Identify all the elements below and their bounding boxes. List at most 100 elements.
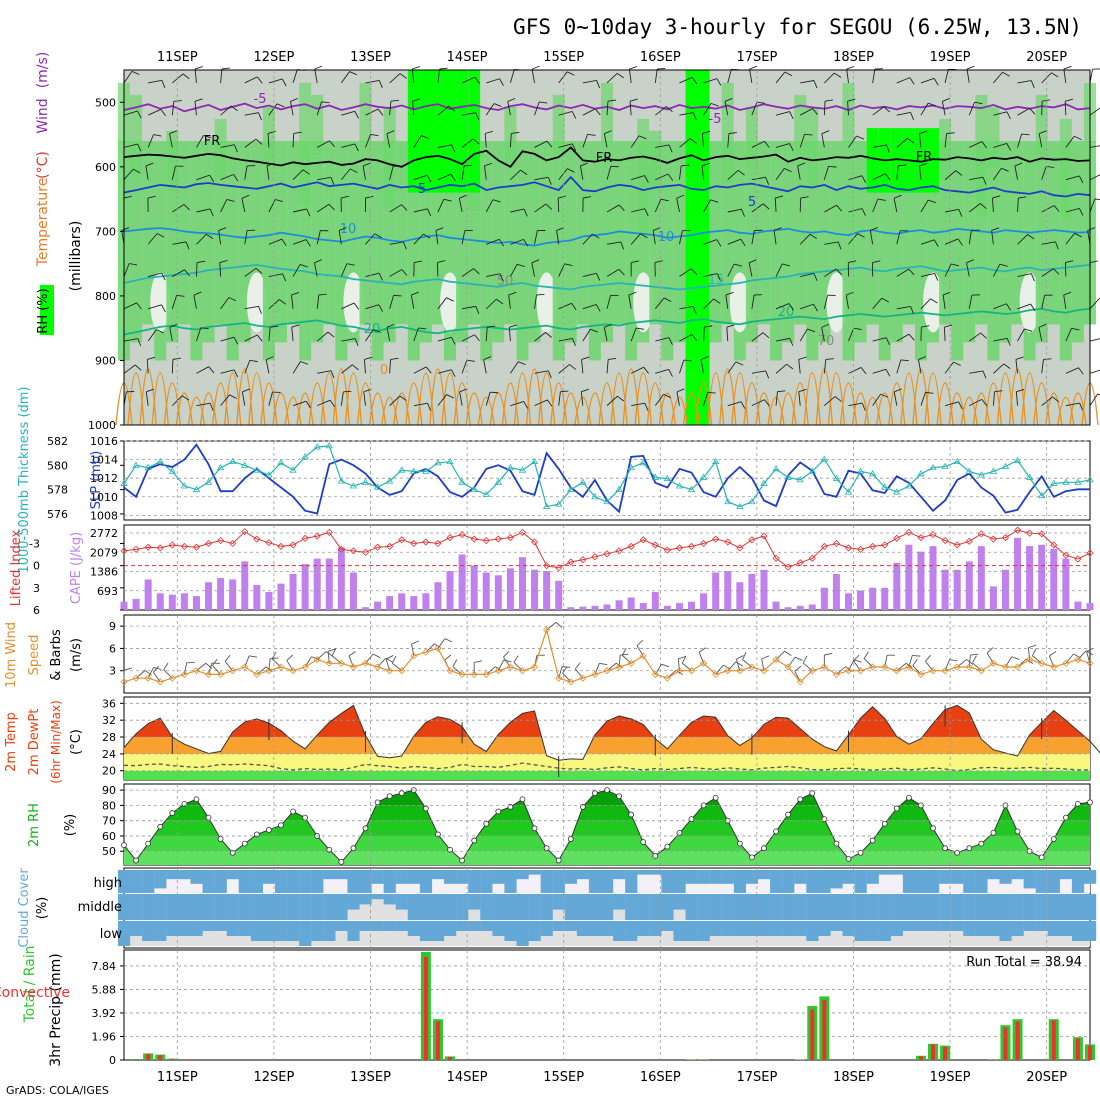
wind-barb-flag (257, 76, 263, 84)
wind-barb-flag (726, 324, 735, 328)
cape-bar (808, 604, 816, 610)
wind-barb-flag (132, 168, 141, 174)
wind-barb (510, 401, 524, 407)
rh2m-unit-label: (%) (63, 814, 78, 837)
cloud-bar (757, 894, 771, 920)
wind-barb-flag (401, 269, 408, 276)
wind-barb (244, 112, 259, 116)
cloud-bar (649, 870, 662, 875)
wind-barb (292, 169, 304, 181)
cape-bar (591, 605, 599, 610)
wind-barb (317, 399, 331, 407)
wind-barb (654, 394, 664, 406)
cape-bar (518, 557, 526, 610)
thickness-point (1025, 473, 1034, 480)
wind-barb-flag (459, 194, 467, 199)
cloud-bar (842, 870, 855, 884)
wind-barb (220, 369, 235, 374)
wind-barb (920, 273, 935, 277)
wind-barb (652, 230, 656, 245)
wind-barb (169, 133, 173, 148)
wind-barb (241, 198, 246, 213)
temp-unit-label: (°C) (69, 729, 84, 755)
rh-green-column (601, 141, 613, 343)
lifted-index-point (325, 528, 333, 536)
wind-barb (582, 304, 597, 310)
surface-wind-barb-flag (599, 662, 608, 666)
wind-speed-point (796, 678, 804, 686)
wind-speed-point (325, 659, 333, 667)
rh-green-column (588, 141, 601, 361)
surface-wind-barb-flag (698, 647, 707, 653)
wind-barb-flag (881, 297, 889, 303)
wind-barb (848, 208, 863, 213)
thickness-point (977, 471, 986, 478)
wind-barb (679, 305, 694, 310)
wind-barb-flag (517, 361, 526, 366)
wind-barb-flag (499, 78, 504, 86)
cloud-bar (118, 870, 131, 893)
surface-wind-barb-flag (452, 659, 458, 667)
wind-barb-flag (828, 165, 837, 168)
cloud-bar (238, 894, 251, 920)
cloud-bar (975, 894, 988, 920)
cloud-bar (745, 894, 759, 920)
wind-barb-flag (846, 65, 855, 70)
wind-barb (194, 68, 197, 83)
cloud-bar (890, 894, 903, 920)
wind-barb (654, 297, 665, 310)
precip-tick-label: 5.88 (92, 983, 117, 996)
wind-barb (726, 327, 729, 342)
cloud-bar (359, 870, 372, 893)
wind-barb-flag (942, 291, 951, 296)
cape-bar (845, 593, 852, 610)
wind-barb (509, 133, 512, 148)
cloud-bar (371, 870, 384, 884)
wind-barb (631, 402, 646, 407)
wind-barb-flag (266, 356, 274, 361)
cape-bar (1050, 548, 1058, 610)
wind-barb (1065, 207, 1080, 213)
pressure-tick-label: 800 (95, 290, 116, 303)
wind-barb (679, 165, 682, 180)
surface-isotherm (308, 382, 326, 426)
wind-barb-flag (571, 111, 577, 119)
wind-barb-flag (853, 327, 862, 331)
wind-barb-flag (1024, 328, 1033, 332)
wind-barb-flag (617, 395, 625, 402)
wind-barb (701, 165, 705, 180)
cloud-bar (794, 921, 807, 936)
thickness-point (228, 457, 237, 465)
wind-barb-flag (256, 334, 263, 342)
rh-green-column (359, 141, 372, 325)
wind-barb-flag (777, 390, 786, 393)
wind-barb (800, 80, 815, 84)
lifted-index-point (301, 534, 309, 542)
wind-barb (679, 359, 685, 374)
surface-isotherm (864, 396, 882, 426)
wind-barb-flag (329, 140, 336, 148)
cloud-bar (250, 894, 264, 920)
wind-speed-point (941, 667, 949, 675)
surface-wind-barb-flag (972, 655, 977, 663)
wind-barb (655, 337, 669, 342)
cloud-bar (492, 870, 505, 884)
wind-barb-flag (994, 390, 1003, 393)
surface-isotherm (211, 382, 230, 426)
thickness-point (204, 478, 213, 485)
cape-bar (567, 607, 575, 610)
wind-speed-point (832, 670, 840, 678)
surface-wind-barb-flag (325, 651, 333, 657)
cloud-bar (588, 921, 602, 936)
cloud-bar (178, 894, 191, 920)
surface-isotherm (972, 392, 990, 426)
wind-barb-flag (681, 164, 690, 167)
wind-barb-flag (547, 370, 552, 379)
thickness-point (953, 457, 961, 465)
contour-label: 10 (658, 230, 675, 245)
wind-barb-flag (291, 324, 300, 328)
cloud-bar (504, 921, 517, 941)
wind-barb (365, 272, 380, 277)
wind-barb (316, 140, 330, 148)
cloud-bar (794, 894, 807, 920)
